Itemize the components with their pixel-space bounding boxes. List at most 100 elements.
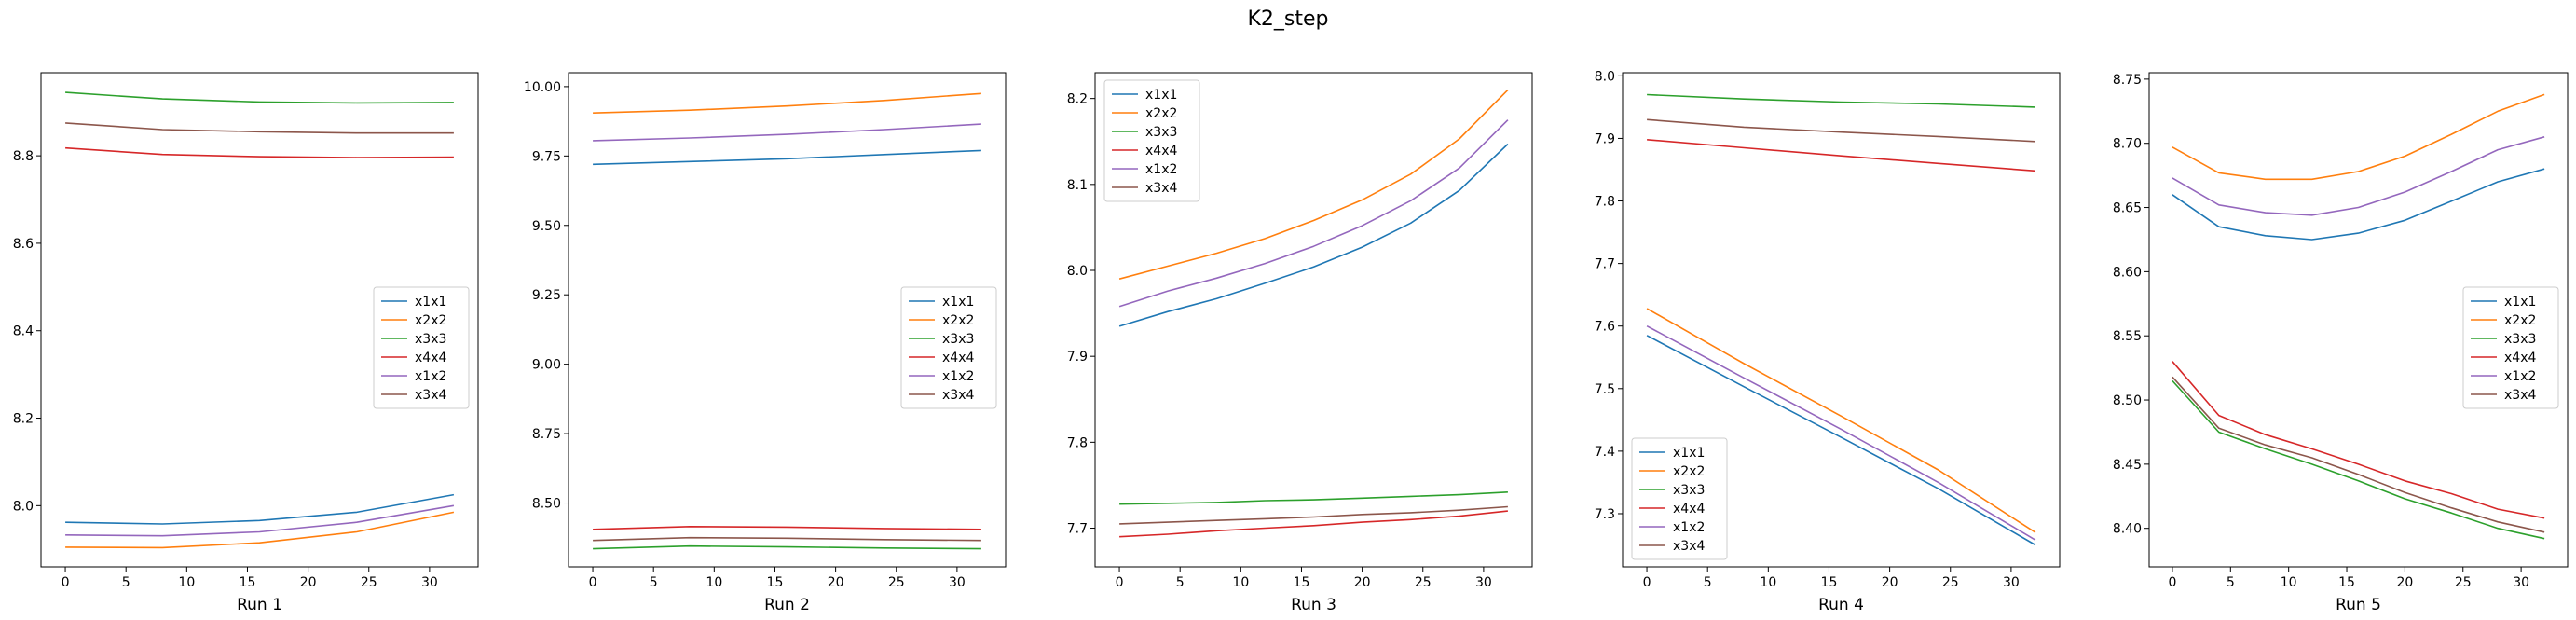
- subplot-3-line-x4x4: [1119, 510, 1508, 538]
- subplot-4-x-tick-label: 20: [1882, 575, 1898, 590]
- subplot-2-legend-label-x3x4: x3x4: [942, 388, 974, 403]
- subplot-5-legend: x1x1 x2x2 x3x3 x4x4 x1x2 x3x4: [2462, 286, 2559, 409]
- subplot-5-line-x1x1: [2172, 168, 2545, 241]
- subplot-4-legend-label-x3x3: x3x3: [1673, 483, 1705, 498]
- subplot-2-line-x1x1: [593, 149, 981, 166]
- subplot-1-legend-label-x4x4: x4x4: [415, 351, 446, 365]
- subplot-2-legend-label-x1x2: x1x2: [942, 369, 974, 384]
- subplot-4-legend: x1x1 x2x2 x3x3 x4x4 x1x2 x3x4: [1631, 437, 1728, 560]
- subplot-1: 0 5 10 15 20 25 30 8.0 8.2 8.4 8.6 8.8 Run 1 x1x1 x2x2…: [13, 72, 479, 614]
- subplot-3-legend-label-x1x1: x1x1: [1145, 88, 1177, 103]
- subplot-2-line-x2x2: [593, 92, 981, 114]
- subplot-4-y-tick-label: 8.0: [1595, 69, 1615, 84]
- subplot-1-y-tick-label: 8.4: [13, 324, 34, 339]
- subplot-4-line-x3x4: [1647, 118, 2035, 143]
- figure-title: K2_step: [1247, 7, 1328, 31]
- subplot-2-xlabel: Run 2: [764, 596, 810, 614]
- subplot-5-y-tick-label: 8.70: [2113, 137, 2142, 152]
- subplot-4-y-tick-label: 7.7: [1595, 257, 1615, 272]
- subplot-3-legend-box: [1103, 79, 1200, 202]
- subplot-1-legend-label-x1x1: x1x1: [415, 295, 446, 310]
- subplot-1-line-x2x2: [65, 511, 455, 549]
- subplot-3-legend: x1x1 x2x2 x3x3 x4x4 x1x2 x3x4: [1103, 79, 1200, 202]
- subplot-3-y-tick-label: 7.7: [1067, 522, 1088, 537]
- subplot-3-line-x3x3: [1119, 491, 1508, 505]
- subplot-4-y-tick-label: 7.9: [1595, 131, 1615, 146]
- subplot-2-line-x3x4: [593, 536, 981, 542]
- subplot-5-y-tick-label: 8.45: [2113, 458, 2142, 473]
- subplot-5-legend-box: [2462, 286, 2559, 409]
- subplot-5-y-tick-label: 8.50: [2113, 393, 2142, 408]
- subplot-3-x-tick-label: 15: [1294, 575, 1310, 590]
- subplot-2-legend-label-x2x2: x2x2: [942, 313, 974, 328]
- subplot-2-x-tick-label: 20: [828, 575, 844, 590]
- subplot-4-xlabel: Run 4: [1818, 596, 1864, 614]
- subplot-4-legend-label-x4x4: x4x4: [1673, 502, 1705, 517]
- subplot-3-legend-label-x1x2: x1x2: [1145, 162, 1177, 177]
- subplot-1-y-tick-label: 8.8: [13, 149, 34, 164]
- subplot-2-legend: x1x1 x2x2 x3x3 x4x4 x1x2 x3x4: [900, 286, 997, 409]
- subplot-4-y-tick-label: 7.6: [1595, 320, 1615, 335]
- subplot-5-legend-label-x1x1: x1x1: [2504, 295, 2536, 310]
- subplot-3-legend-label-x2x2: x2x2: [1145, 106, 1177, 121]
- subplot-5: 0 5 10 15 20 25 30 8.40 8.45 8.50 8.55 8.60 8.65 8.70…: [2113, 72, 2569, 614]
- subplot-3-y-tick-label: 8.2: [1067, 92, 1088, 107]
- subplot-1-x-tick-label: 20: [300, 575, 317, 590]
- subplot-2-y-tick-label: 9.50: [532, 219, 561, 234]
- subplot-5-legend-label-x3x4: x3x4: [2504, 388, 2536, 403]
- subplot-2-x-tick-label: 0: [589, 575, 597, 590]
- subplot-5-line-x1x2: [2172, 136, 2545, 216]
- subplot-3-legend-label-x3x4: x3x4: [1145, 181, 1177, 196]
- subplot-3-y-tick-label: 8.0: [1067, 264, 1088, 279]
- subplot-1-legend-label-x3x4: x3x4: [415, 388, 446, 403]
- subplot-3-x-tick-label: 25: [1415, 575, 1432, 590]
- subplot-3-legend-label-x4x4: x4x4: [1145, 144, 1177, 158]
- subplot-5-line-x4x4: [2172, 361, 2545, 519]
- subplot-2-y-tick-label: 9.00: [532, 358, 561, 373]
- subplot-5-y-tick-label: 8.60: [2113, 265, 2142, 280]
- subplot-3-y-tick-label: 7.9: [1067, 350, 1088, 365]
- subplot-3-x-tick-label: 0: [1116, 575, 1124, 590]
- subplot-2-x-tick-label: 30: [949, 575, 966, 590]
- subplot-2-y-tick-label: 9.25: [532, 288, 561, 303]
- subplot-1-x-tick-label: 0: [62, 575, 70, 590]
- subplot-1-xlabel: Run 1: [237, 596, 282, 614]
- subplot-1-y-tick-label: 8.0: [13, 499, 34, 514]
- subplot-3-x-tick-label: 10: [1232, 575, 1249, 590]
- subplot-4-line-x2x2: [1646, 308, 2036, 533]
- subplot-5-y-tick-label: 8.55: [2113, 329, 2142, 344]
- subplot-5-y-tick-label: 8.40: [2113, 522, 2142, 537]
- subplot-3-xlabel: Run 3: [1291, 596, 1336, 614]
- subplot-5-x-tick-label: 15: [2338, 575, 2355, 590]
- subplot-2-legend-box: [900, 286, 997, 409]
- subplot-3-y-tick-label: 7.8: [1067, 435, 1088, 450]
- subplot-1-x-tick-label: 10: [178, 575, 195, 590]
- subplot-1-legend-label-x1x2: x1x2: [415, 369, 446, 384]
- subplot-4-y-tick-label: 7.3: [1595, 507, 1615, 522]
- subplot-3-x-tick-label: 20: [1354, 575, 1371, 590]
- subplot-grid: 0 5 10 15 20 25 30 8.0 8.2 8.4 8.6 8.8 Run 1 x1x1 x2x2…: [13, 69, 2569, 614]
- subplot-5-line-x3x4: [2172, 376, 2545, 533]
- subplot-1-line-x3x4: [65, 122, 454, 134]
- subplot-1-legend: x1x1 x2x2 x3x3 x4x4 x1x2 x3x4: [373, 286, 470, 409]
- subplot-2-line-x3x3: [593, 544, 981, 550]
- subplot-4-x-tick-label: 0: [1643, 575, 1651, 590]
- subplot-1-line-x3x3: [65, 91, 454, 104]
- subplot-2-x-tick-label: 10: [706, 575, 722, 590]
- subplot-1-line-x1x2: [65, 504, 455, 537]
- subplot-5-legend-label-x2x2: x2x2: [2504, 313, 2536, 328]
- subplot-2-x-tick-label: 5: [650, 575, 658, 590]
- subplot-5-legend-label-x3x3: x3x3: [2504, 332, 2536, 347]
- subplot-2-legend-label-x1x1: x1x1: [942, 295, 974, 310]
- subplot-1-y-tick-label: 8.2: [13, 412, 34, 427]
- subplot-4-line-x1x1: [1646, 335, 2036, 546]
- subplot-3-line-x3x4: [1119, 505, 1508, 525]
- subplot-5-xlabel: Run 5: [2336, 596, 2381, 614]
- subplot-2: 0 5 10 15 20 25 30 8.50 8.75 9.00 9.25 9.50 9.75 10.0…: [524, 72, 1007, 614]
- subplot-3-x-tick-label: 5: [1176, 575, 1185, 590]
- subplot-4-x-tick-label: 5: [1704, 575, 1712, 590]
- subplot-2-line-x1x2: [593, 123, 981, 142]
- subplot-4-x-tick-label: 15: [1821, 575, 1838, 590]
